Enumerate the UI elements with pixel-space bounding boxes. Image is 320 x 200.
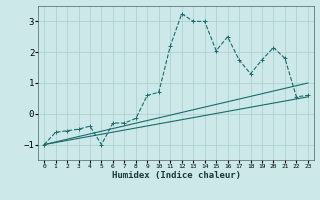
X-axis label: Humidex (Indice chaleur): Humidex (Indice chaleur): [111, 171, 241, 180]
